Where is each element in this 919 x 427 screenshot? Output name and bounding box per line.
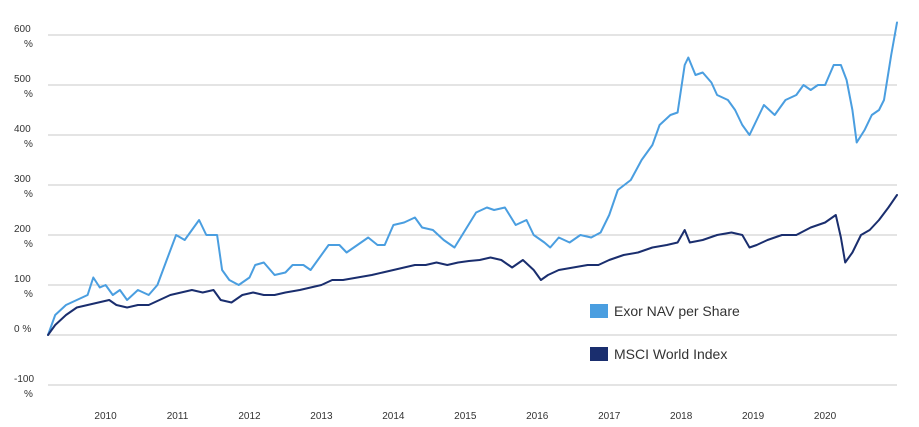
x-tick-label: 2013: [310, 411, 333, 422]
y-tick-label: 500: [14, 74, 31, 85]
series-line-msci-world: [47, 194, 898, 336]
y-tick-label: 400: [14, 124, 31, 135]
y-axis-ticks: 600% 500% 400% 300% 200% 100% 0 % -100%: [14, 24, 34, 400]
y-tick-label: -100: [14, 374, 34, 385]
y-tick-label: 600: [14, 24, 31, 35]
series-line-exor-nav: [47, 21, 898, 336]
series-lines: [47, 21, 898, 336]
legend-background: [578, 296, 778, 334]
y-tick-unit: %: [24, 389, 33, 400]
y-tick-unit: %: [24, 239, 33, 250]
x-tick-label: 2016: [526, 411, 549, 422]
x-tick-label: 2012: [238, 411, 261, 422]
y-tick-label: 300: [14, 174, 31, 185]
x-tick-label: 2019: [742, 411, 765, 422]
x-tick-label: 2017: [598, 411, 621, 422]
y-tick-unit: %: [24, 139, 33, 150]
y-tick-label: 100: [14, 274, 31, 285]
x-axis-ticks: 2010 2011 2012 2013 2014 2015 2016 2017 2018 2019…: [94, 411, 836, 422]
y-tick-unit: %: [24, 89, 33, 100]
legend-swatch-msci: [590, 347, 608, 361]
x-tick-label: 2011: [167, 411, 189, 422]
y-tick-unit: %: [24, 189, 33, 200]
x-tick-label: 2014: [382, 411, 405, 422]
y-tick-label: 200: [14, 224, 31, 235]
y-tick-unit: %: [24, 39, 33, 50]
x-tick-label: 2018: [670, 411, 693, 422]
legend-label-exor: Exor NAV per Share: [614, 303, 740, 319]
legend-swatch-exor: [590, 304, 608, 318]
legend-label-msci: MSCI World Index: [614, 346, 727, 362]
x-tick-label: 2015: [454, 411, 477, 422]
x-tick-label: 2020: [814, 411, 837, 422]
y-tick-label: 0 %: [14, 324, 31, 335]
x-tick-label: 2010: [94, 411, 117, 422]
y-tick-unit: %: [24, 289, 33, 300]
legend: Exor NAV per Share MSCI World Index: [578, 296, 778, 362]
